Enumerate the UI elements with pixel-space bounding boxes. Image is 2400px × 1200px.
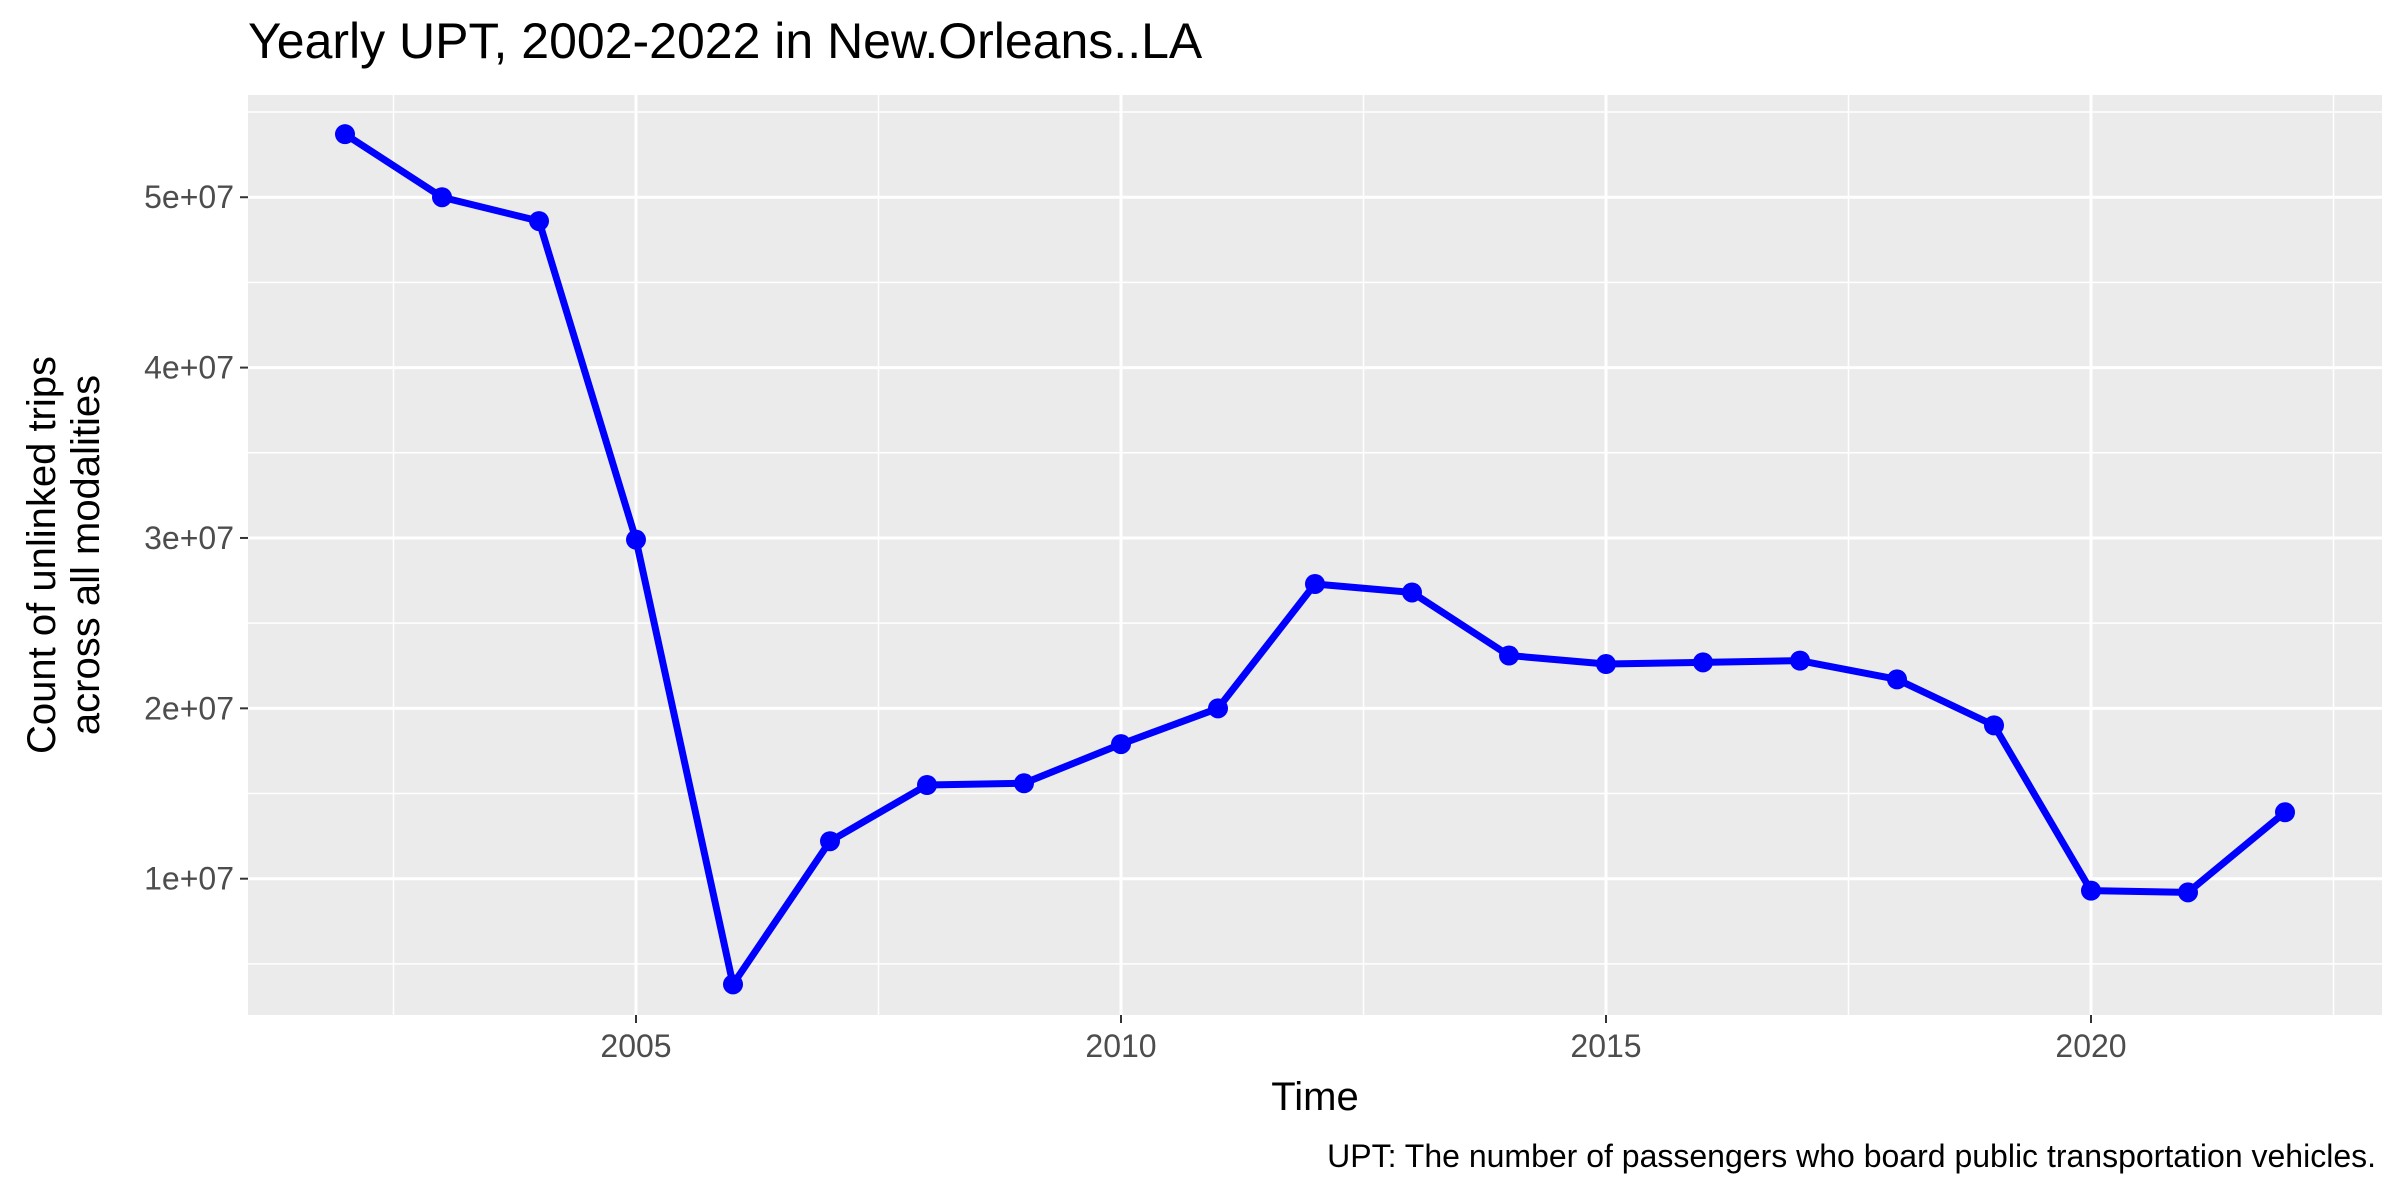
series-line-segment xyxy=(1990,721,2095,895)
data-point xyxy=(1014,773,1034,794)
series-line-segment xyxy=(1602,658,1707,668)
data-point xyxy=(2275,802,2295,823)
data-point xyxy=(723,974,743,995)
y-tick-label: 4e+07 xyxy=(144,350,234,386)
series-line-segment xyxy=(1893,675,1998,729)
data-point xyxy=(917,775,937,795)
series-line-segment xyxy=(2087,887,2192,896)
series-line-segment xyxy=(1699,657,1804,666)
chart-caption: UPT: The number of passengers who board … xyxy=(1327,1138,2376,1174)
data-point xyxy=(1305,573,1325,594)
plot-panel xyxy=(248,95,2382,1015)
data-point xyxy=(2081,880,2101,901)
series-line-segment xyxy=(1214,580,1319,712)
data-point xyxy=(1984,715,2004,736)
series-line-segment xyxy=(1408,588,1513,660)
x-tick-label: 2005 xyxy=(600,1028,671,1064)
series-line-segment xyxy=(1796,657,1901,683)
data-point xyxy=(1790,650,1810,671)
series-line-segment xyxy=(1117,704,1222,748)
x-axis-title: Time xyxy=(1271,1075,1358,1119)
data-point xyxy=(1111,734,1131,755)
data-point xyxy=(1887,669,1907,690)
data-point xyxy=(335,124,355,145)
y-tick-label: 2e+07 xyxy=(144,690,234,726)
y-tick-label: 3e+07 xyxy=(144,520,234,556)
y-tick-label: 5e+07 xyxy=(144,179,234,215)
series-line-segment xyxy=(2184,808,2289,896)
data-point xyxy=(1402,582,1422,603)
chart-title: Yearly UPT, 2002-2022 in New.Orleans..LA xyxy=(248,13,1203,69)
series-line-segment xyxy=(1020,740,1125,787)
data-point xyxy=(820,831,840,852)
y-axis-title-line-1: Count of unlinked trips xyxy=(20,356,64,754)
series-line-segment xyxy=(341,130,446,201)
y-axis: 1e+07 2e+07 3e+07 4e+07 5e+07 xyxy=(144,179,248,897)
series-line-segment xyxy=(729,837,834,988)
data-point xyxy=(2178,882,2198,903)
x-axis: 2005 2010 2015 2020 xyxy=(600,1015,2127,1064)
x-tick-label: 2020 xyxy=(2055,1028,2126,1064)
data-point xyxy=(1208,698,1228,719)
series-points xyxy=(335,124,2295,995)
series-line-segment xyxy=(826,781,931,845)
y-tick-label: 1e+07 xyxy=(144,861,234,897)
x-tick-label: 2015 xyxy=(1570,1028,1641,1064)
series-line-segment xyxy=(535,217,640,544)
x-tick-label: 2010 xyxy=(1085,1028,1156,1064)
data-point xyxy=(626,529,646,550)
series-line-segment xyxy=(438,193,543,225)
data-point xyxy=(432,187,452,208)
minor-gridlines xyxy=(248,95,2382,1015)
data-point xyxy=(1693,652,1713,673)
data-point xyxy=(529,211,549,232)
y-axis-title-line-2: across all modalities xyxy=(64,375,108,735)
series-line-segment xyxy=(1311,580,1416,596)
series-line-segment xyxy=(1505,652,1610,668)
series-line-segment xyxy=(632,536,737,988)
series-lines xyxy=(341,130,2289,988)
data-point xyxy=(1499,645,1519,666)
series-line-segment xyxy=(923,779,1028,789)
data-point xyxy=(1596,654,1616,675)
